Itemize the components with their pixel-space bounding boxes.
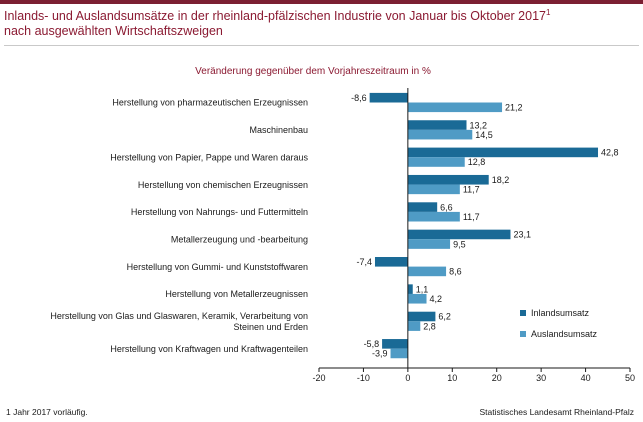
top-rule — [0, 0, 643, 4]
value-label: 18,2 — [492, 175, 510, 185]
bar-auslandsumsatz — [407, 239, 451, 249]
x-tick-label: 20 — [492, 373, 502, 383]
value-label: 21,2 — [505, 103, 523, 113]
bar-auslandsumsatz — [407, 129, 473, 140]
x-tick-label: 10 — [447, 373, 457, 383]
value-label: -7,4 — [356, 257, 372, 267]
bar-auslandsumsatz — [407, 211, 460, 222]
value-label: 1,1 — [416, 284, 429, 294]
category-label: Metallerzeugung und -bearbeitung — [171, 234, 308, 244]
value-label: 6,6 — [440, 202, 453, 212]
category-label: Herstellung von Nahrungs- und Futtermitt… — [131, 207, 308, 217]
category-label: Herstellung von chemischen Erzeugnissen — [138, 180, 308, 190]
category-label: Herstellung von Metallerzeugnissen — [165, 289, 308, 299]
title-footnote-marker: 1 — [546, 7, 551, 17]
value-label: 42,8 — [601, 148, 619, 158]
x-tick-label: 30 — [536, 373, 546, 383]
bar-inlandsumsatz — [382, 339, 408, 349]
source-credit: Statistisches Landesamt Rheinland-Pfalz — [479, 407, 635, 417]
bar-inlandsumsatz — [407, 174, 489, 185]
value-label: 13,2 — [470, 120, 488, 130]
value-label: -8,6 — [351, 93, 367, 103]
bar-inlandsumsatz — [407, 147, 599, 158]
bar-inlandsumsatz — [407, 120, 467, 130]
title-divider — [4, 45, 639, 46]
legend-swatch — [520, 331, 526, 337]
category-label: Steinen und Erden — [233, 322, 308, 332]
legend-label: Inlandsumsatz — [531, 308, 590, 318]
bar-auslandsumsatz — [407, 184, 460, 195]
bar-inlandsumsatz — [374, 257, 408, 267]
legend-label: Auslandsumsatz — [531, 329, 598, 339]
value-label: 23,1 — [513, 230, 531, 240]
bar-auslandsumsatz — [407, 321, 421, 331]
bars-layer — [369, 92, 599, 359]
value-label: -5,8 — [364, 339, 380, 349]
category-label: Herstellung von Kraftwagen und Kraftwage… — [110, 344, 308, 354]
value-label: 12,8 — [468, 157, 486, 167]
category-label: Herstellung von Glas und Glaswaren, Kera… — [50, 311, 308, 321]
category-label: Herstellung von pharmazeutischen Erzeugn… — [112, 98, 308, 108]
value-label: 4,2 — [430, 294, 443, 304]
x-tick-label: 40 — [581, 373, 591, 383]
category-label: Herstellung von Papier, Pappe und Waren … — [110, 152, 308, 162]
bar-auslandsumsatz — [390, 348, 408, 359]
value-label: 8,6 — [449, 267, 462, 277]
x-axis: -20 -10 0 10 20 30 40 50 — [312, 88, 635, 383]
value-label: 11,7 — [463, 185, 480, 195]
value-label: 2,8 — [423, 321, 436, 331]
x-tick-label: 50 — [625, 373, 635, 383]
bar-inlandsumsatz — [407, 229, 511, 240]
title-line1: Inlands- und Auslandsumsätze in der rhei… — [4, 9, 546, 23]
x-tick-label: -10 — [357, 373, 370, 383]
bar-inlandsumsatz — [407, 284, 413, 294]
value-label: 6,2 — [438, 312, 451, 322]
value-label: 9,5 — [453, 239, 466, 249]
bar-inlandsumsatz — [369, 92, 408, 103]
bar-auslandsumsatz — [407, 102, 503, 113]
x-tick-label: 0 — [405, 373, 410, 383]
value-label: 14,5 — [475, 130, 493, 140]
value-label: -3,9 — [372, 349, 388, 359]
value-labels: -8,6 21,2 13,214,5 42,8 12,8 18,2 11,7 6,6 11,7 2… — [351, 93, 618, 359]
legend: Inlandsumsatz Auslandsumsatz — [520, 308, 598, 339]
value-label: 11,7 — [463, 212, 480, 222]
category-label: Maschinenbau — [249, 125, 308, 135]
bar-auslandsumsatz — [407, 157, 465, 167]
title-line2: nach ausgewählten Wirtschaftszweigen — [4, 24, 223, 38]
x-tick-label: -20 — [312, 373, 325, 383]
category-label: Herstellung von Gummi- und Kunststoffwar… — [127, 262, 308, 272]
chart-title: Inlands- und Auslandsumsätze in der rhei… — [4, 7, 634, 39]
bar-inlandsumsatz — [407, 311, 436, 322]
legend-swatch — [520, 310, 526, 316]
bar-inlandsumsatz — [407, 202, 438, 212]
bar-auslandsumsatz — [407, 293, 427, 304]
footnote: 1 Jahr 2017 vorläufig. — [6, 407, 88, 417]
category-labels: Herstellung von pharmazeutischen Erzeugn… — [50, 98, 308, 354]
bar-auslandsumsatz — [407, 266, 447, 277]
chart-subtitle: Veränderung gegenüber dem Vorjahreszeitr… — [195, 66, 431, 77]
